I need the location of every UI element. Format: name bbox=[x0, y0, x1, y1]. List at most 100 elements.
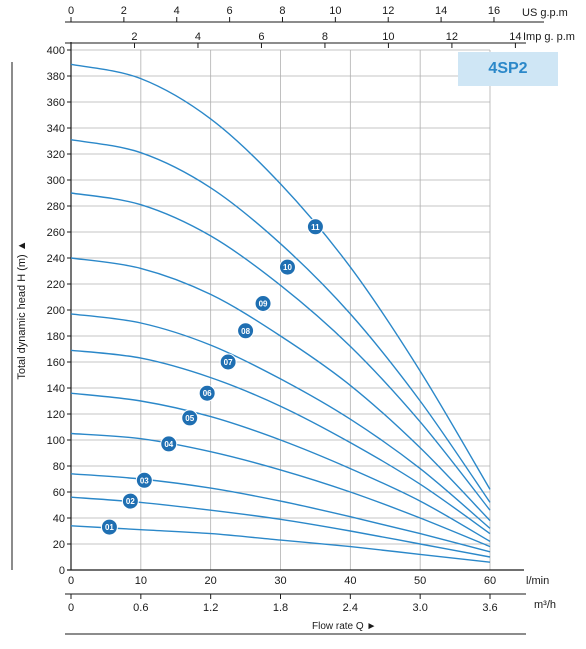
imp-gpm-tick-label: 10 bbox=[382, 31, 394, 43]
y-tick-label: 180 bbox=[47, 331, 65, 343]
imp-gpm-tick-label: 14 bbox=[509, 31, 521, 43]
x-tick-label-m3h: 0 bbox=[68, 602, 74, 614]
us-gpm-tick-label: 8 bbox=[279, 5, 285, 17]
x-unit-lmin: l/min bbox=[526, 575, 549, 587]
marker-label: 02 bbox=[126, 497, 135, 506]
y-tick-label: 360 bbox=[47, 97, 65, 109]
y-tick-label: 260 bbox=[47, 227, 65, 239]
x-axis-title: Flow rate Q ► bbox=[312, 621, 376, 632]
x-axis-title-text: Flow rate Q bbox=[312, 621, 364, 632]
x-axis-arrow-icon: ► bbox=[366, 621, 377, 632]
marker-label: 03 bbox=[140, 476, 149, 485]
imp-gpm-tick-label: 4 bbox=[195, 31, 201, 43]
marker-circle bbox=[160, 435, 178, 453]
marker-label: 01 bbox=[105, 523, 114, 532]
series-lines bbox=[70, 63, 491, 563]
series-marker-02: 02 bbox=[121, 492, 139, 510]
us-gpm-unit: US g.p.m bbox=[522, 7, 568, 19]
axes bbox=[11, 17, 544, 635]
marker-circle bbox=[100, 518, 118, 536]
x-tick-label-lmin: 30 bbox=[274, 575, 286, 587]
marker-label: 07 bbox=[224, 358, 233, 367]
series-marker-04: 04 bbox=[160, 435, 178, 453]
x-tick-label-m3h: 0.6 bbox=[133, 602, 148, 614]
x-tick-label-lmin: 60 bbox=[484, 575, 496, 587]
model-badge: 4SP2 bbox=[458, 52, 558, 86]
y-axis-title-text: Total dynamic head H (m) bbox=[16, 254, 28, 380]
marker-circle bbox=[198, 384, 216, 402]
series-marker-11: 11 bbox=[306, 218, 324, 236]
x-tick-label-m3h: 3.0 bbox=[413, 602, 428, 614]
series-line-09 bbox=[70, 192, 491, 511]
series-marker-09: 09 bbox=[254, 295, 272, 312]
series-marker-03: 03 bbox=[135, 471, 153, 489]
x-tick-label-m3h: 1.8 bbox=[273, 602, 288, 614]
y-tick-label: 280 bbox=[47, 201, 65, 213]
y-tick-label: 160 bbox=[47, 357, 65, 369]
y-tick-label: 40 bbox=[53, 513, 65, 525]
imp-gpm-unit: Imp g. p.m bbox=[523, 31, 575, 43]
series-marker-05: 05 bbox=[181, 409, 199, 427]
series-marker-08: 08 bbox=[237, 322, 255, 340]
series-line-07 bbox=[70, 313, 491, 529]
us-gpm-tick-label: 16 bbox=[488, 5, 500, 17]
y-tick-label: 240 bbox=[47, 253, 65, 265]
marker-circle bbox=[237, 322, 255, 340]
y-tick-label: 340 bbox=[47, 123, 65, 135]
series-line-11 bbox=[70, 63, 491, 490]
marker-label: 10 bbox=[283, 263, 292, 272]
marker-circle bbox=[254, 295, 272, 312]
y-tick-label: 220 bbox=[47, 279, 65, 291]
marker-label: 06 bbox=[203, 389, 212, 398]
marker-label: 05 bbox=[185, 414, 194, 423]
series-line-01 bbox=[70, 525, 491, 563]
x-unit-m3h: m³/h bbox=[534, 599, 556, 611]
x-tick-label-lmin: 10 bbox=[135, 575, 147, 587]
y-tick-label: 400 bbox=[47, 45, 65, 57]
marker-label: 04 bbox=[164, 440, 173, 449]
y-tick-label: 20 bbox=[53, 539, 65, 551]
imp-gpm-tick-label: 2 bbox=[131, 31, 137, 43]
marker-label: 11 bbox=[311, 223, 320, 232]
y-tick-label: 0 bbox=[59, 565, 65, 577]
series-markers: 01 02 03 04 05 06 07 08 09 10 11 bbox=[100, 218, 324, 536]
us-gpm-tick-label: 2 bbox=[121, 5, 127, 17]
x-tick-label-m3h: 3.6 bbox=[482, 602, 497, 614]
x-tick-label-lmin: 40 bbox=[344, 575, 356, 587]
imp-gpm-tick-label: 12 bbox=[446, 31, 458, 43]
y-tick-label: 60 bbox=[53, 487, 65, 499]
series-line-08 bbox=[70, 257, 491, 522]
series-marker-01: 01 bbox=[100, 518, 118, 536]
x-tick-label-m3h: 2.4 bbox=[343, 602, 358, 614]
y-tick-label: 140 bbox=[47, 383, 65, 395]
marker-circle bbox=[306, 218, 324, 236]
y-tick-label: 100 bbox=[47, 435, 65, 447]
series-line-02 bbox=[70, 496, 491, 558]
us-gpm-tick-label: 4 bbox=[174, 5, 180, 17]
series-line-10 bbox=[70, 139, 491, 503]
y-tick-label: 320 bbox=[47, 149, 65, 161]
marker-circle bbox=[121, 492, 139, 510]
x-tick-label-m3h: 1.2 bbox=[203, 602, 218, 614]
x-tick-label-lmin: 50 bbox=[414, 575, 426, 587]
y-tick-label: 300 bbox=[47, 175, 65, 187]
grid bbox=[70, 49, 491, 571]
marker-label: 09 bbox=[259, 300, 268, 309]
series-line-05 bbox=[70, 392, 491, 543]
us-gpm-tick-label: 14 bbox=[435, 5, 447, 17]
marker-circle bbox=[219, 353, 237, 371]
series-marker-10: 10 bbox=[278, 258, 296, 276]
y-axis-arrow-icon: ▲ bbox=[16, 240, 28, 252]
imp-gpm-tick-label: 8 bbox=[322, 31, 328, 43]
marker-circle bbox=[135, 471, 153, 489]
tick-labels: 0204060801001201401601802002202402602803… bbox=[47, 5, 575, 614]
series-marker-07: 07 bbox=[219, 353, 237, 371]
us-gpm-tick-label: 0 bbox=[68, 5, 74, 17]
y-axis-title: Total dynamic head H (m) ▲ bbox=[16, 240, 28, 379]
y-tick-label: 80 bbox=[53, 461, 65, 473]
marker-circle bbox=[278, 258, 296, 276]
x-tick-label-lmin: 0 bbox=[68, 575, 74, 587]
us-gpm-tick-label: 6 bbox=[227, 5, 233, 17]
x-tick-label-lmin: 20 bbox=[205, 575, 217, 587]
series-line-04 bbox=[70, 432, 491, 548]
